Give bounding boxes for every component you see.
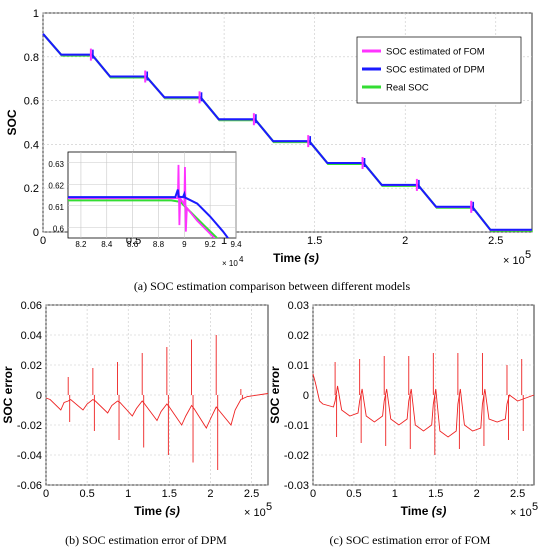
x-tick-label: 2 bbox=[474, 488, 480, 500]
caption-a: (a) SOC estimation comparison between di… bbox=[134, 279, 411, 293]
x-tick-label: 2 bbox=[207, 488, 213, 500]
y-tick-label: 0.02 bbox=[21, 360, 42, 372]
legend: SOC estimated of FOM SOC estimated of DPM… bbox=[356, 36, 522, 104]
legend-label: Real SOC bbox=[386, 83, 429, 94]
y-tick-label: 0.04 bbox=[21, 330, 42, 342]
x-tick-label: 1 bbox=[125, 488, 131, 500]
x-tick-label: 1.5 bbox=[162, 488, 177, 500]
x-multiplier: × 10 bbox=[503, 255, 525, 267]
x-tick-label: 2.5 bbox=[244, 488, 259, 500]
y-tick-label: 0 bbox=[36, 390, 42, 402]
legend-box bbox=[356, 36, 522, 104]
chart-c-fom-error: 0 0.5 1 1.5 2 2.5 -0.03 -0.02 -0.01 0 0.01 0.02 0.03… bbox=[268, 300, 538, 519]
x-axis-label: Time (s) bbox=[134, 504, 180, 518]
x-tick-label: 1 bbox=[392, 488, 398, 500]
y-tick-label: 0.02 bbox=[288, 330, 309, 342]
x-tick-label: 8.2 bbox=[75, 240, 87, 249]
y-tick-label: 0.8 bbox=[24, 52, 39, 64]
y-tick-label: 0.62 bbox=[48, 181, 64, 190]
x-tick-label: 1.5 bbox=[307, 235, 322, 247]
x-tick-label: 0.5 bbox=[79, 488, 94, 500]
x-tick-label: 0 bbox=[40, 235, 46, 247]
x-tick-label: 2.5 bbox=[488, 235, 503, 247]
y-tick-label: 0.4 bbox=[24, 139, 39, 151]
caption-b: (b) SOC estimation error of DPM bbox=[65, 533, 227, 547]
y-tick-label: 0.2 bbox=[24, 183, 39, 195]
x-exponent: 5 bbox=[266, 501, 272, 513]
inset-series-dpm bbox=[68, 189, 230, 238]
x-multiplier: × 10 bbox=[244, 507, 266, 519]
x-tick-label: 0.5 bbox=[346, 488, 361, 500]
x-multiplier: × 10 bbox=[222, 259, 238, 268]
series-dpm bbox=[42, 33, 532, 231]
y-axis-label: SOC error bbox=[268, 366, 282, 424]
y-tick-label: 0.6 bbox=[24, 96, 39, 108]
y-axis-label: SOC error bbox=[1, 366, 15, 424]
x-tick-label: 2 bbox=[402, 235, 408, 247]
y-tick-label: 0.6 bbox=[53, 224, 65, 233]
y-tick-label: 0.63 bbox=[48, 160, 64, 169]
y-tick-label: -0.04 bbox=[17, 450, 42, 462]
legend-label: SOC estimated of DPM bbox=[386, 65, 485, 76]
x-tick-label: 8.4 bbox=[101, 240, 113, 249]
y-tick-label: 0 bbox=[33, 227, 39, 239]
x-axis-label-main: Time bbox=[401, 504, 432, 518]
x-exponent: 5 bbox=[532, 501, 538, 513]
y-tick-label: 0.03 bbox=[288, 300, 309, 312]
x-axis-label: Time (s) bbox=[273, 251, 319, 265]
x-exponent: 4 bbox=[239, 255, 244, 264]
y-axis-label: SOC bbox=[5, 109, 19, 135]
x-tick-label: 9 bbox=[182, 240, 187, 249]
x-axis-label-main: Time bbox=[273, 251, 304, 265]
y-tick-label: 0.06 bbox=[21, 300, 42, 312]
y-tick-label: -0.02 bbox=[284, 450, 309, 462]
x-axis-label-unit: (s) bbox=[304, 251, 319, 265]
y-tick-label: 0.01 bbox=[288, 360, 309, 372]
legend-label: SOC estimated of FOM bbox=[386, 47, 485, 58]
x-tick-label: 9.4 bbox=[230, 240, 242, 249]
x-tick-label: 2.5 bbox=[510, 488, 525, 500]
y-tick-label: -0.02 bbox=[17, 420, 42, 432]
x-axis-label-unit: (s) bbox=[165, 504, 180, 518]
x-tick-label: 8.8 bbox=[153, 240, 165, 249]
inset-series-fom bbox=[68, 164, 216, 238]
x-axis-label-main: Time bbox=[134, 504, 165, 518]
error-series bbox=[45, 393, 269, 429]
plot-area bbox=[67, 151, 237, 239]
x-tick-label: 8.6 bbox=[127, 240, 139, 249]
error-series bbox=[312, 373, 535, 438]
x-multiplier: × 10 bbox=[510, 507, 532, 519]
x-tick-label: 0 bbox=[43, 488, 49, 500]
x-tick-label: 1.5 bbox=[428, 488, 443, 500]
y-tick-label: -0.03 bbox=[284, 480, 309, 492]
x-tick-label: 9.2 bbox=[205, 240, 217, 249]
inset-chart: 8.2 8.4 8.6 8.8 9 9.2 9.4 0.6 0.61 0.62 0.63 × 10 4 bbox=[48, 151, 244, 268]
x-tick-label: 1 bbox=[221, 235, 227, 247]
y-tick-label: 0 bbox=[303, 390, 309, 402]
chart-b-dpm-error: 0 0.5 1 1.5 2 2.5 -0.06 -0.04 -0.02 0 0.02 0.04 0.06… bbox=[1, 300, 272, 519]
y-tick-label: 1 bbox=[33, 8, 39, 20]
caption-c: (c) SOC estimation error of FOM bbox=[330, 533, 491, 547]
x-exponent: 5 bbox=[525, 249, 531, 261]
x-tick-label: 0 bbox=[310, 488, 316, 500]
x-axis-label-unit: (s) bbox=[432, 504, 447, 518]
y-tick-label: -0.06 bbox=[17, 480, 42, 492]
x-axis-label: Time (s) bbox=[401, 504, 447, 518]
y-tick-label: -0.01 bbox=[284, 420, 309, 432]
y-tick-label: 0.61 bbox=[48, 203, 64, 212]
